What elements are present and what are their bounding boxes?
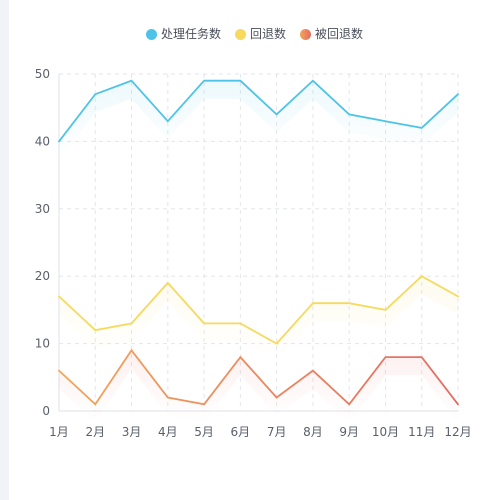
series-0-point-10[interactable] xyxy=(419,125,425,131)
series-0-point-7[interactable] xyxy=(310,78,316,84)
series-2-point-7[interactable] xyxy=(310,368,316,374)
series-1-glow-area xyxy=(59,276,458,362)
x-tick-label-1: 2月 xyxy=(85,425,105,439)
y-tick-label-30: 30 xyxy=(35,202,50,216)
series-1-point-10[interactable] xyxy=(419,273,425,279)
grid-layer xyxy=(58,73,459,412)
x-tick-label-10: 11月 xyxy=(408,425,435,439)
y-tick-label-20: 20 xyxy=(35,269,50,283)
legend-label-series-2: 被回退数 xyxy=(315,27,364,41)
series-2-point-5[interactable] xyxy=(237,354,243,360)
y-tick-label-40: 40 xyxy=(35,134,50,148)
series-0-point-1[interactable] xyxy=(92,91,98,97)
series-1-point-3[interactable] xyxy=(165,280,171,286)
x-tick-label-6: 7月 xyxy=(267,425,287,439)
series-1-point-1[interactable] xyxy=(92,327,98,333)
legend-marker-series-0 xyxy=(145,28,157,40)
series-0-point-4[interactable] xyxy=(201,78,207,84)
series-0-point-6[interactable] xyxy=(274,111,280,117)
line-layer xyxy=(56,78,461,407)
legend-label-series-1: 回退数 xyxy=(249,27,286,41)
label-layer: 0 10 20 30 40 50 1月 2月 3月 4月 5月 6月 7月 8月 9月 10月 11月 12月 xyxy=(35,67,472,439)
series-2-point-0[interactable] xyxy=(56,368,62,374)
series-2-point-9[interactable] xyxy=(383,354,389,360)
y-tick-label-0: 0 xyxy=(42,404,50,418)
x-tick-label-4: 5月 xyxy=(194,425,214,439)
series-1-point-8[interactable] xyxy=(346,300,352,306)
series-2-point-11[interactable] xyxy=(455,401,461,407)
series-1-point-11[interactable] xyxy=(455,293,461,299)
series-2-point-2[interactable] xyxy=(129,347,135,353)
series-1-line[interactable] xyxy=(58,275,459,345)
y-tick-label-50: 50 xyxy=(35,67,50,81)
area-layer xyxy=(59,80,458,423)
legend-marker-series-1 xyxy=(234,28,246,40)
series-2-point-3[interactable] xyxy=(165,395,171,401)
series-1-point-0[interactable] xyxy=(56,293,62,299)
series-0-point-3[interactable] xyxy=(165,118,171,124)
series-2-point-6[interactable] xyxy=(274,395,280,401)
x-tick-label-5: 6月 xyxy=(231,425,251,439)
x-tick-label-7: 8月 xyxy=(303,425,323,439)
series-1-point-2[interactable] xyxy=(129,320,135,326)
series-0-point-5[interactable] xyxy=(237,78,243,84)
x-tick-label-2: 3月 xyxy=(122,425,142,439)
legend-item-series-0[interactable]: 处理任务数 xyxy=(145,24,221,44)
chart-legend: 处理任务数 回退数 被回退数 xyxy=(9,24,500,44)
legend-marker-series-2 xyxy=(300,28,311,40)
series-2-glow-area xyxy=(59,350,458,423)
x-tick-label-0: 1月 xyxy=(49,425,69,439)
legend-item-series-1[interactable]: 回退数 xyxy=(234,24,286,44)
legend-label-series-0: 处理任务数 xyxy=(160,27,221,41)
series-1-point-6[interactable] xyxy=(274,341,280,347)
series-1-point-5[interactable] xyxy=(237,320,243,326)
series-1-point-4[interactable] xyxy=(201,320,207,326)
left-sidebar-strip xyxy=(0,0,9,500)
series-2-line[interactable] xyxy=(58,348,459,406)
x-tick-label-9: 10月 xyxy=(372,425,399,439)
x-tick-label-11: 12月 xyxy=(444,425,471,439)
series-2-point-4[interactable] xyxy=(201,401,207,407)
series-0-glow-area xyxy=(59,80,458,160)
x-tick-label-8: 9月 xyxy=(339,425,359,439)
series-2-point-1[interactable] xyxy=(92,401,98,407)
x-tick-label-3: 4月 xyxy=(158,425,178,439)
series-0-line[interactable] xyxy=(58,79,459,143)
series-0-point-2[interactable] xyxy=(129,78,135,84)
y-tick-label-10: 10 xyxy=(35,337,50,351)
series-2-point-8[interactable] xyxy=(346,401,352,407)
series-0-point-11[interactable] xyxy=(455,91,461,97)
series-0-point-0[interactable] xyxy=(56,138,62,144)
series-2-point-10[interactable] xyxy=(419,354,425,360)
series-1-point-7[interactable] xyxy=(310,300,316,306)
series-0-point-8[interactable] xyxy=(346,111,352,117)
series-0-point-9[interactable] xyxy=(383,118,389,124)
series-1-point-9[interactable] xyxy=(383,307,389,313)
legend-item-series-2[interactable]: 被回退数 xyxy=(300,24,363,44)
